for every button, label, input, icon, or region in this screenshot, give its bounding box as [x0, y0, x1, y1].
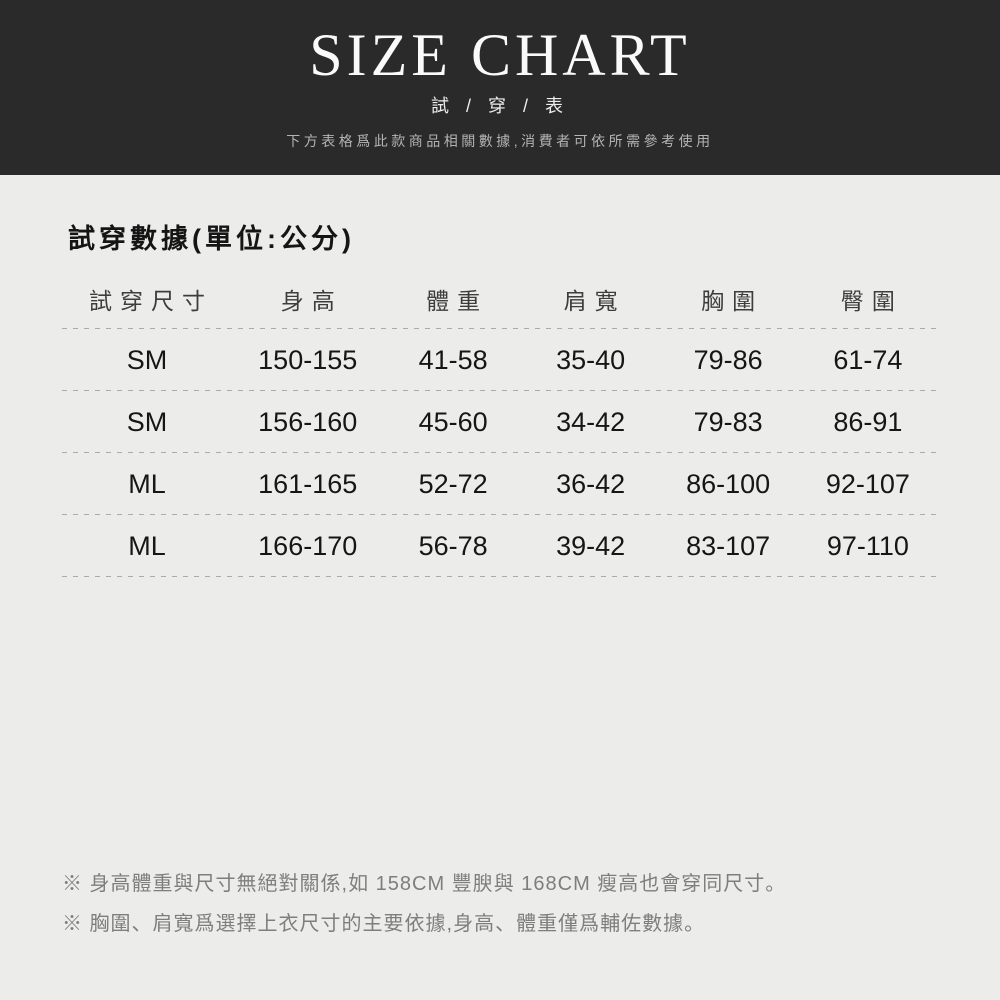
table-cell-shoulder: 39-42 — [556, 530, 626, 561]
column-header-shoulder: 肩寬 — [563, 288, 626, 314]
header-banner: SIZE CHART 試 / 穿 / 表 下方表格爲此款商品相關數據,消費者可依… — [0, 0, 1000, 175]
table-cell-weight: 56-78 — [418, 530, 488, 561]
note-line: ※ 身高體重與尺寸無絕對關係,如 158CM 豐腴與 168CM 瘦高也會穿同尺… — [62, 873, 787, 895]
table-cell-size: ML — [128, 530, 166, 561]
header-subtitle: 試 / 穿 / 表 — [430, 96, 569, 116]
table-cell-hip: 97-110 — [826, 530, 909, 561]
table-cell-height: 161-165 — [258, 468, 358, 499]
column-header-size: 試穿尺寸 — [88, 288, 213, 314]
table-cell-hip: 92-107 — [825, 468, 910, 499]
table-row: ML 166-170 56-78 39-42 83-107 97-110 — [62, 515, 938, 577]
table-cell-weight: 52-72 — [418, 468, 488, 499]
table-cell-height: 156-160 — [258, 406, 358, 437]
table-cell-hip: 86-91 — [833, 406, 903, 437]
table-cell-weight: 41-58 — [418, 344, 488, 375]
notes: ※ 身高體重與尺寸無絕對關係,如 158CM 豐腴與 168CM 瘦高也會穿同尺… — [62, 864, 960, 944]
table-cell-weight: 45-60 — [418, 406, 488, 437]
table-row: ML 161-165 52-72 36-42 86-100 92-107 — [62, 453, 938, 515]
column-header-weight: 體重 — [426, 288, 489, 314]
note-line: ※ 胸圍、肩寬爲選擇上衣尺寸的主要依據,身高、體重僅爲輔佐數據。 — [62, 913, 706, 935]
table-cell-chest: 86-100 — [686, 468, 771, 499]
table-cell-shoulder: 35-40 — [556, 344, 626, 375]
size-table: 試穿尺寸 身高 體重 肩寬 胸圍 臀圍 SM 150-155 41-58 35-… — [62, 282, 938, 577]
column-header-hip: 臀圍 — [840, 288, 903, 314]
table-header-row: 試穿尺寸 身高 體重 肩寬 胸圍 臀圍 — [62, 282, 938, 329]
chart-body: 試穿數據(單位:公分) 試穿尺寸 身高 體重 肩寬 胸圍 臀圍 SM 150-1… — [0, 222, 1000, 935]
table-cell-height: 150-155 — [258, 344, 358, 375]
table-row: SM 150-155 41-58 35-40 79-86 61-74 — [62, 329, 938, 391]
column-header-chest: 胸圍 — [701, 288, 764, 314]
table-cell-chest: 79-86 — [693, 344, 763, 375]
table-row: SM 156-160 45-60 34-42 79-83 86-91 — [62, 391, 938, 453]
table-cell-height: 166-170 — [258, 530, 358, 561]
table-cell-chest: 79-83 — [693, 406, 763, 437]
table-cell-size: SM — [126, 406, 168, 437]
table-cell-shoulder: 34-42 — [556, 406, 626, 437]
header-description: 下方表格爲此款商品相關數據,消費者可依所需參考使用 — [286, 133, 714, 149]
table-cell-hip: 61-74 — [833, 344, 903, 375]
section-heading: 試穿數據(單位:公分) — [68, 224, 355, 254]
page-title: SIZE CHART — [309, 22, 691, 88]
table-cell-size: ML — [128, 468, 166, 499]
table-cell-chest: 83-107 — [686, 530, 771, 561]
table-cell-shoulder: 36-42 — [556, 468, 626, 499]
column-header-height: 身高 — [280, 288, 343, 314]
table-cell-size: SM — [126, 344, 168, 375]
